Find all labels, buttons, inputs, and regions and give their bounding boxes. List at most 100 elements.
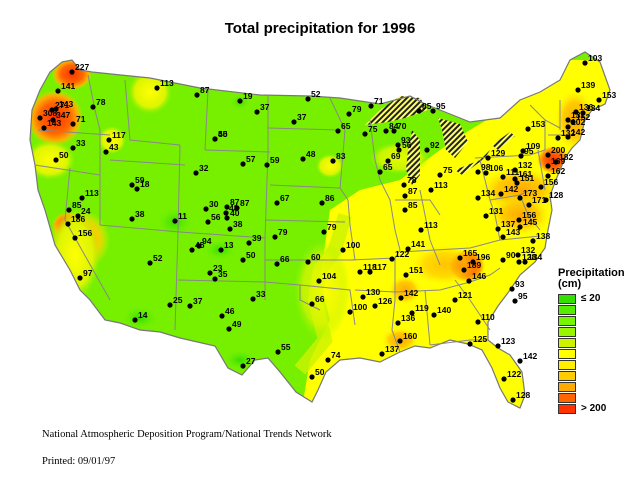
station-dot xyxy=(147,260,153,266)
legend: Precipitation (cm) ≤ 20 > 200 xyxy=(558,268,640,415)
station-dot xyxy=(526,202,532,208)
station-value: 131 xyxy=(489,206,503,216)
station-dot xyxy=(483,213,489,219)
station-marker: 111 xyxy=(500,167,520,180)
station-marker: 50 xyxy=(240,250,256,263)
station-marker: 123 xyxy=(495,336,515,349)
station-value: 50 xyxy=(246,250,256,260)
station-marker: 59 xyxy=(129,175,145,188)
station-dot xyxy=(538,184,544,190)
station-marker: 50 xyxy=(53,150,69,163)
station-marker: 87 xyxy=(194,85,210,98)
station-value: 52 xyxy=(153,253,163,263)
station-value: 92 xyxy=(430,140,440,150)
station-value: 79 xyxy=(327,222,337,232)
station-marker: 56 xyxy=(396,140,412,153)
station-marker: 97 xyxy=(77,268,93,281)
station-dot xyxy=(291,119,297,125)
station-value: 104 xyxy=(322,271,336,281)
station-dot xyxy=(430,108,436,114)
station-marker: 57 xyxy=(240,154,256,167)
station-value: 56 xyxy=(402,140,412,150)
station-marker: 56 xyxy=(205,212,221,225)
station-marker: 186 xyxy=(65,214,85,227)
station-dot xyxy=(398,295,404,301)
station-dot xyxy=(207,270,213,276)
station-value: 136 xyxy=(401,313,415,323)
station-dot xyxy=(428,187,434,193)
station-marker: 49 xyxy=(226,319,242,332)
station-dot xyxy=(367,269,373,275)
station-dot xyxy=(340,247,346,253)
station-marker: 169 xyxy=(545,156,565,169)
station-marker: 70 xyxy=(391,121,407,134)
station-dot xyxy=(53,106,59,112)
station-marker: 79 xyxy=(272,227,288,240)
station-value: 136 xyxy=(579,102,593,112)
station-marker: 121 xyxy=(452,290,472,303)
station-dot xyxy=(132,317,138,323)
station-value: 40 xyxy=(230,208,240,218)
station-value: 37 xyxy=(297,112,307,122)
station-marker: 162 xyxy=(545,166,565,179)
station-marker: 25 xyxy=(167,295,183,308)
station-dot xyxy=(500,234,506,240)
station-dot xyxy=(240,363,246,369)
station-dot xyxy=(389,256,395,262)
station-dot xyxy=(330,158,336,164)
station-marker: 98 xyxy=(475,162,491,175)
station-marker: 113 xyxy=(79,188,99,201)
station-marker: 106 xyxy=(483,163,503,176)
station-marker: 52 xyxy=(147,253,163,266)
station-marker: 85 xyxy=(402,200,418,213)
station-dot xyxy=(485,155,491,161)
station-dot xyxy=(530,238,536,244)
station-marker: 84 xyxy=(383,121,399,134)
station-marker: 60 xyxy=(305,252,321,265)
station-marker: 308 xyxy=(37,108,57,121)
station-value: 271 xyxy=(55,100,69,110)
station-value: 33 xyxy=(256,289,266,299)
station-value: 161 xyxy=(518,169,532,179)
station-value: 65 xyxy=(383,162,393,172)
station-dot xyxy=(553,159,559,165)
station-value: 308 xyxy=(43,108,57,118)
station-value: 134 xyxy=(481,188,495,198)
station-value: 67 xyxy=(280,193,290,203)
station-marker: 87 xyxy=(234,198,250,211)
station-dot xyxy=(129,182,135,188)
printed-date: Printed: 09/01/97 xyxy=(42,456,116,467)
station-dot xyxy=(470,259,476,265)
station-value: 100 xyxy=(346,240,360,250)
station-dot xyxy=(77,275,83,281)
station-marker: 142 xyxy=(517,351,537,364)
station-marker: 30 xyxy=(203,199,219,212)
station-marker: 131 xyxy=(483,206,503,219)
station-dot xyxy=(573,109,579,115)
station-value: 113 xyxy=(160,78,174,88)
station-dot xyxy=(396,147,402,153)
station-dot xyxy=(218,247,224,253)
legend-title: Precipitation xyxy=(558,267,625,279)
station-marker: 45 xyxy=(189,240,205,253)
station-marker: 156 xyxy=(72,228,92,241)
station-value: 138 xyxy=(536,231,550,241)
station-dot xyxy=(515,252,521,258)
station-value: 123 xyxy=(501,336,515,346)
station-dot xyxy=(525,126,531,132)
legend-swatch-row xyxy=(558,370,640,381)
station-dot xyxy=(483,170,489,176)
station-marker: 113 xyxy=(428,180,448,193)
station-dot xyxy=(580,110,586,116)
station-value: 13 xyxy=(224,240,234,250)
station-marker: 37 xyxy=(254,102,270,115)
station-dot xyxy=(545,163,551,169)
station-dot xyxy=(53,157,59,163)
station-dot xyxy=(226,326,232,332)
station-marker: 46 xyxy=(219,306,235,319)
station-value: 156 xyxy=(544,177,558,187)
station-marker: 75 xyxy=(362,124,378,137)
legend-swatch xyxy=(558,326,576,337)
station-value: 122 xyxy=(507,369,521,379)
